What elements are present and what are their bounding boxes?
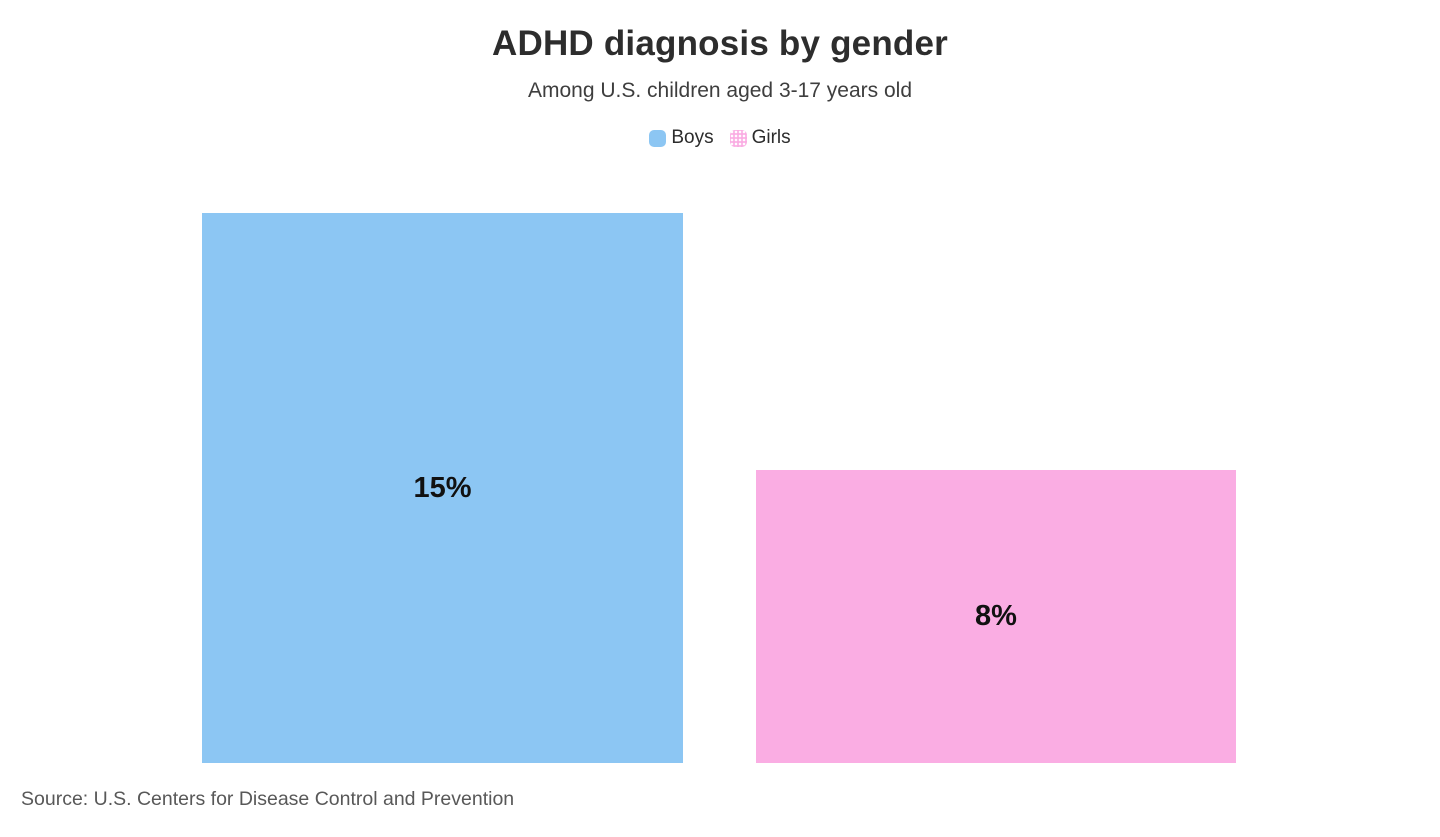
- legend-item-boys: Boys: [649, 127, 714, 149]
- legend-swatch-girls-icon: [729, 129, 747, 147]
- legend-item-girls: Girls: [729, 127, 791, 149]
- legend: Boys Girls: [0, 127, 1440, 149]
- legend-label-boys: Boys: [671, 127, 714, 148]
- source-note: Source: U.S. Centers for Disease Control…: [21, 788, 515, 810]
- bar-boys: 15%: [202, 213, 683, 763]
- chart-subtitle: Among U.S. children aged 3-17 years old: [527, 79, 913, 102]
- legend-swatch-boys-icon: [649, 129, 667, 147]
- bar-value-label-boys: 15%: [413, 471, 472, 504]
- legend-label-girls: Girls: [751, 127, 791, 148]
- chart-title: ADHD diagnosis by gender: [492, 24, 948, 63]
- plot-area: 15% 8%: [202, 213, 1236, 763]
- bar-value-label-girls: 8%: [975, 600, 1017, 632]
- bar-girls: 8%: [756, 470, 1236, 763]
